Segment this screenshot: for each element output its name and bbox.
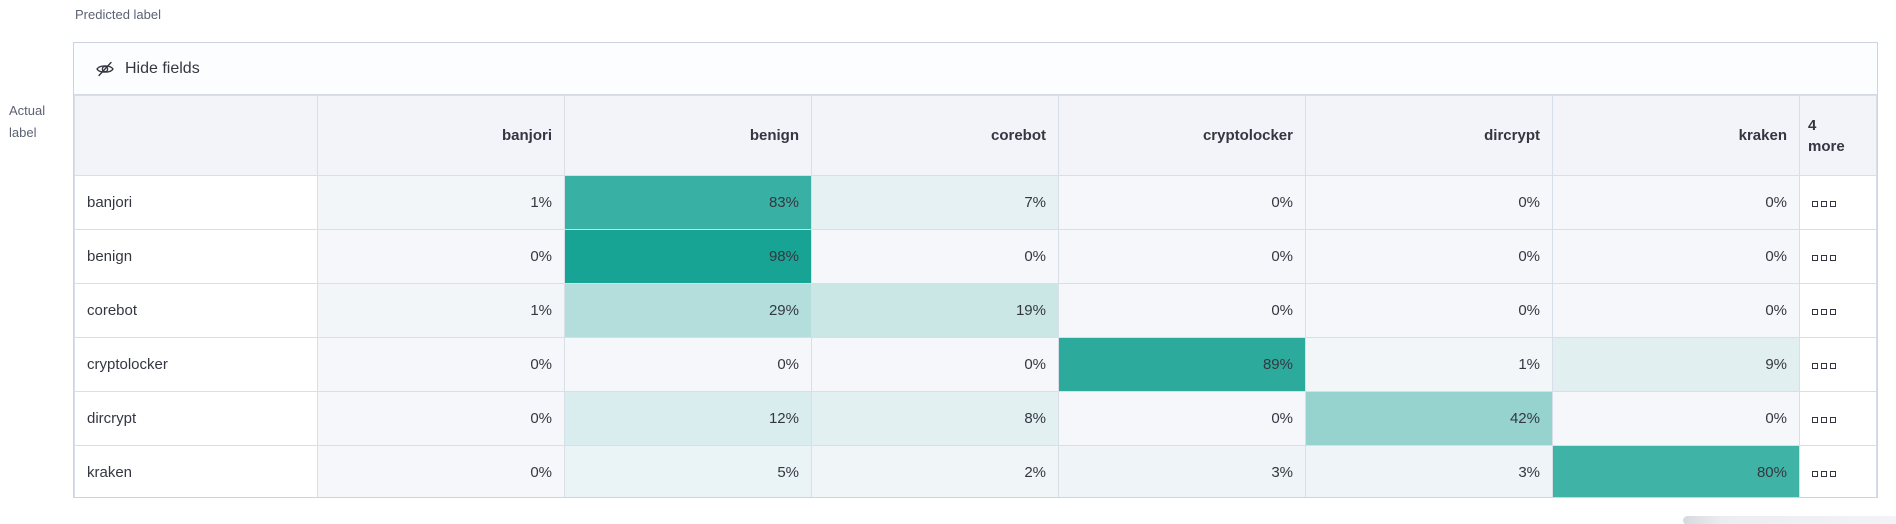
- more-header-line: 4: [1808, 116, 1817, 134]
- matrix-cell: 42%: [1305, 391, 1553, 446]
- matrix-cell: 1%: [1305, 337, 1553, 392]
- horizontal-scrollbar-thumb[interactable]: [1683, 516, 1896, 524]
- row-label-cryptolocker: cryptolocker: [74, 337, 318, 392]
- column-header-more: 4 more: [1799, 95, 1877, 176]
- header-row: banjori benign corebot cryptolocker dircrypt…: [74, 95, 1877, 176]
- matrix-cell: 0%: [1058, 391, 1306, 446]
- row-label-benign: benign: [74, 229, 318, 284]
- matrix-cell: 0%: [1552, 391, 1800, 446]
- matrix-cell: 0%: [1552, 283, 1800, 338]
- more-columns-cell: [1799, 229, 1877, 284]
- matrix-cell: 0%: [564, 337, 812, 392]
- matrix-toolbar: Hide fields: [74, 43, 1877, 95]
- actual-axis-label: Actual label: [9, 100, 67, 144]
- matrix-cell: 29%: [564, 283, 812, 338]
- column-header-cryptolocker: cryptolocker: [1058, 95, 1306, 176]
- corner-cell: [74, 95, 318, 176]
- matrix-cell: 5%: [564, 445, 812, 497]
- predicted-axis-label: Predicted label: [75, 7, 161, 22]
- matrix-cell: 0%: [1058, 229, 1306, 284]
- matrix-cell: 0%: [1058, 175, 1306, 230]
- actual-axis-line1: Actual: [9, 103, 46, 118]
- confusion-matrix-panel: Hide fields banjori benign corebot cryptolo…: [73, 42, 1878, 498]
- matrix-cell: 0%: [317, 229, 565, 284]
- matrix-cell: 0%: [317, 337, 565, 392]
- row-label-corebot: corebot: [74, 283, 318, 338]
- matrix-cell: 0%: [1305, 175, 1553, 230]
- column-header-banjori: banjori: [317, 95, 565, 176]
- table-row: dircrypt 0% 12% 8% 0% 42% 0%: [74, 391, 1877, 446]
- eye-slash-icon: [95, 59, 115, 79]
- matrix-cell: 80%: [1552, 445, 1800, 497]
- table-row: kraken 0% 5% 2% 3% 3% 80%: [74, 445, 1877, 497]
- matrix-cell: 0%: [1305, 283, 1553, 338]
- table-row: benign 0% 98% 0% 0% 0% 0%: [74, 229, 1877, 284]
- boxes-horizontal-icon: [1812, 309, 1836, 315]
- table-row: cryptolocker 0% 0% 0% 89% 1% 9%: [74, 337, 1877, 392]
- column-header-kraken: kraken: [1552, 95, 1800, 176]
- table-row: banjori 1% 83% 7% 0% 0% 0%: [74, 175, 1877, 230]
- matrix-cell: 1%: [317, 283, 565, 338]
- matrix-cell: 0%: [1552, 229, 1800, 284]
- table-row: corebot 1% 29% 19% 0% 0% 0%: [74, 283, 1877, 338]
- more-columns-cell: [1799, 337, 1877, 392]
- matrix-cell: 8%: [811, 391, 1059, 446]
- row-label-kraken: kraken: [74, 445, 318, 497]
- matrix-cell: 89%: [1058, 337, 1306, 392]
- matrix-cell: 98%: [564, 229, 812, 284]
- more-columns-cell: [1799, 391, 1877, 446]
- boxes-horizontal-icon: [1812, 471, 1836, 477]
- more-columns-cell: [1799, 175, 1877, 230]
- matrix-cell: 3%: [1058, 445, 1306, 497]
- column-header-benign: benign: [564, 95, 812, 176]
- matrix-cell: 0%: [811, 229, 1059, 284]
- hide-fields-label: Hide fields: [125, 59, 200, 77]
- matrix-cell: 7%: [811, 175, 1059, 230]
- boxes-horizontal-icon: [1812, 255, 1836, 261]
- matrix-cell: 12%: [564, 391, 812, 446]
- matrix-cell: 0%: [317, 391, 565, 446]
- matrix-cell: 19%: [811, 283, 1059, 338]
- matrix-cell: 83%: [564, 175, 812, 230]
- boxes-horizontal-icon: [1812, 363, 1836, 369]
- boxes-horizontal-icon: [1812, 201, 1836, 207]
- matrix-cell: 2%: [811, 445, 1059, 497]
- more-header-line: more: [1808, 137, 1845, 155]
- matrix-cell: 0%: [1058, 283, 1306, 338]
- more-columns-cell: [1799, 283, 1877, 338]
- matrix-cell: 1%: [317, 175, 565, 230]
- boxes-horizontal-icon: [1812, 417, 1836, 423]
- more-columns-cell: [1799, 445, 1877, 497]
- row-label-banjori: banjori: [74, 175, 318, 230]
- confusion-matrix-table: banjori benign corebot cryptolocker dircrypt…: [74, 95, 1877, 497]
- row-label-dircrypt: dircrypt: [74, 391, 318, 446]
- column-header-dircrypt: dircrypt: [1305, 95, 1553, 176]
- matrix-cell: 9%: [1552, 337, 1800, 392]
- matrix-cell: 0%: [1305, 229, 1553, 284]
- matrix-cell: 0%: [1552, 175, 1800, 230]
- matrix-cell: 3%: [1305, 445, 1553, 497]
- column-header-corebot: corebot: [811, 95, 1059, 176]
- matrix-cell: 0%: [811, 337, 1059, 392]
- hide-fields-button[interactable]: Hide fields: [95, 59, 200, 79]
- matrix-cell: 0%: [317, 445, 565, 497]
- actual-axis-line2: label: [9, 125, 37, 140]
